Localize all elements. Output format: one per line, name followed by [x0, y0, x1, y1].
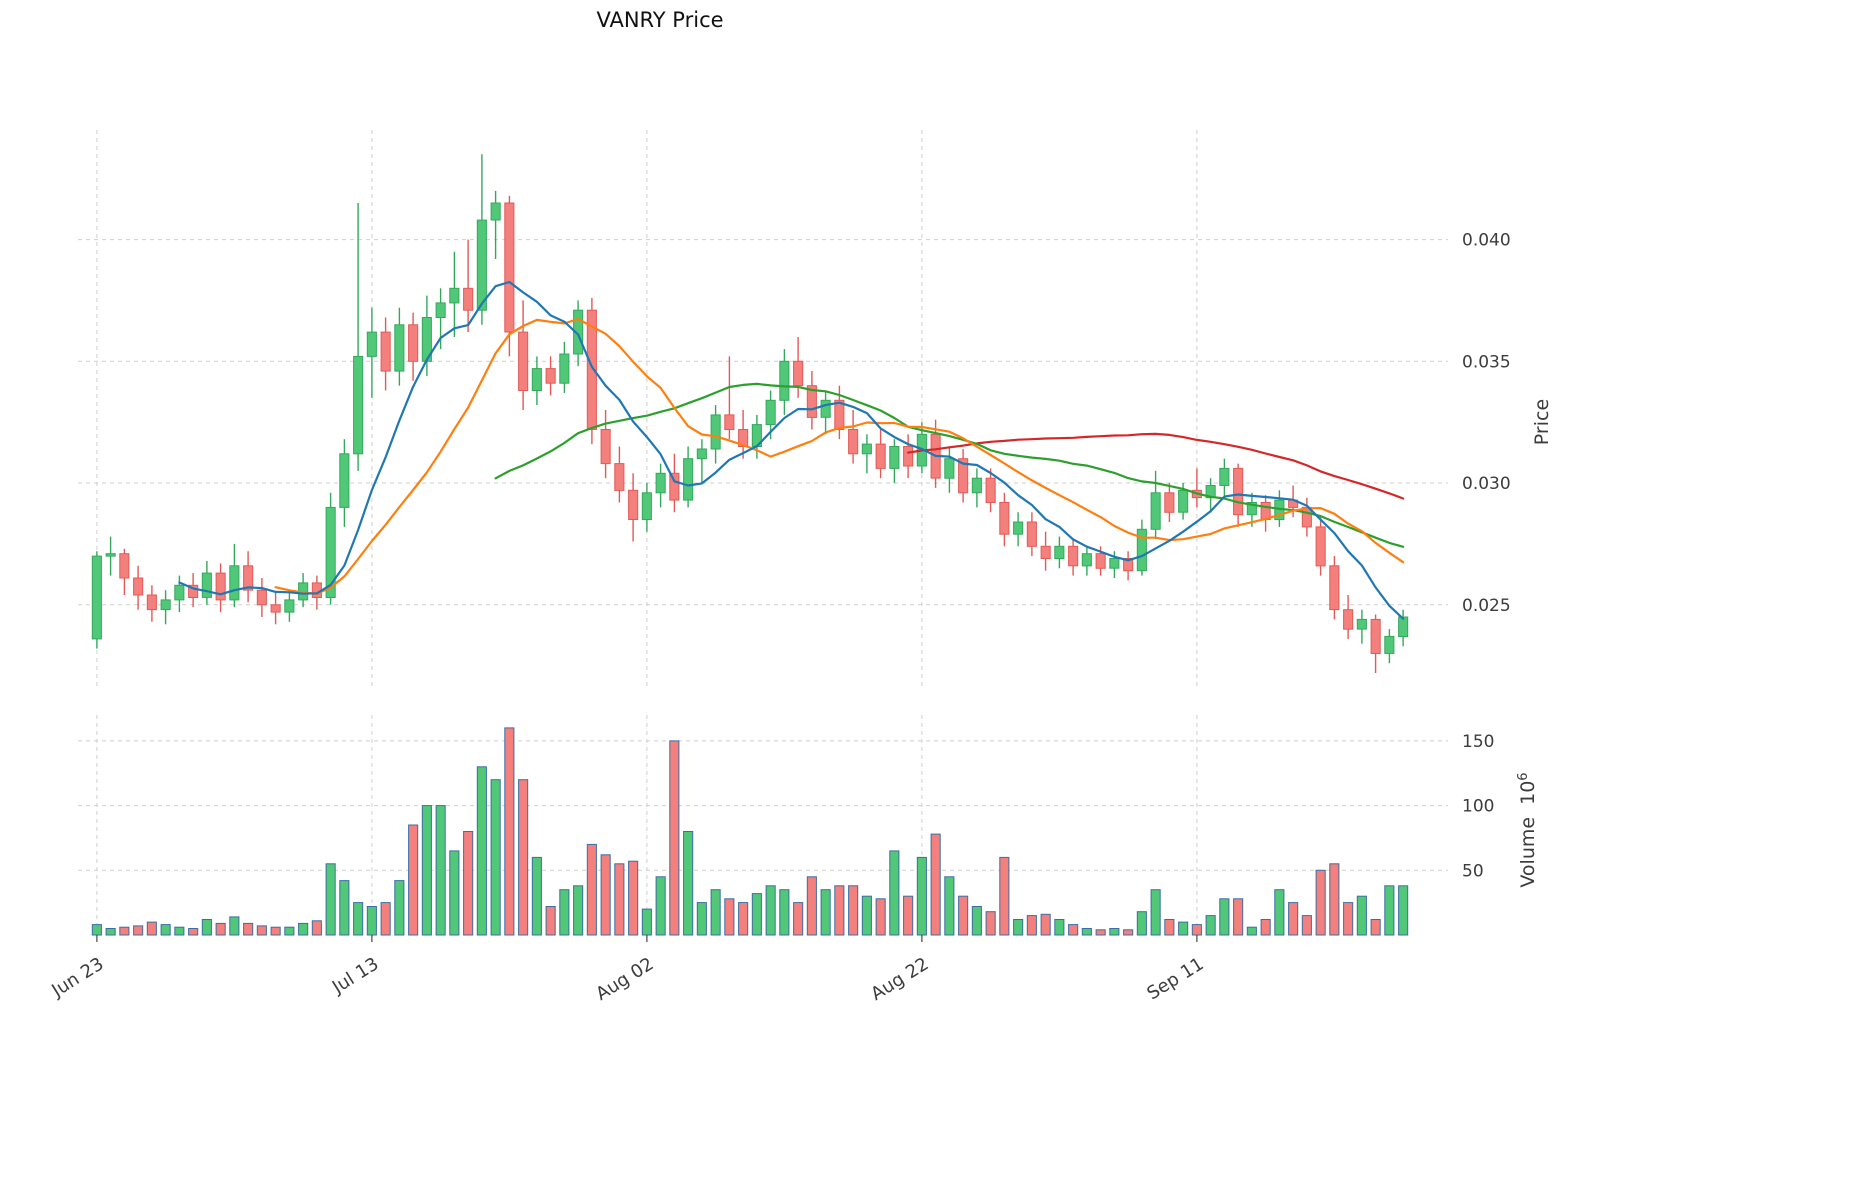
price-axis-title: Price — [1531, 399, 1553, 445]
axis-labels: 0.025 0.030 0.035 0.040 50 100 150 Jun 23 Jul 13… — [47, 231, 1553, 1005]
volume-tick-label: 50 — [1462, 861, 1484, 881]
volume-tick-label: 100 — [1462, 797, 1494, 817]
x-tick-label: Sep 11 — [1143, 953, 1207, 1004]
grid-layer — [78, 130, 1448, 935]
ma-line-MA60 — [907, 432, 1405, 500]
ma-line-MA7 — [178, 280, 1405, 620]
candles-layer — [91, 154, 1409, 673]
volume-axis-title: Volume 106 — [1516, 772, 1539, 887]
price-tick-label: 0.025 — [1462, 596, 1511, 616]
price-tick-label: 0.035 — [1462, 352, 1511, 372]
x-tick-label: Aug 02 — [592, 953, 657, 1005]
x-tick-label: Jul 13 — [328, 953, 383, 998]
ma-line-MA30 — [494, 382, 1405, 548]
chart-title: VANRY Price — [596, 8, 724, 32]
x-tick-label: Jun 23 — [47, 953, 107, 1001]
volume-bars-layer — [91, 727, 1409, 936]
volume-tick-label: 150 — [1462, 732, 1494, 752]
x-tick-label: Aug 22 — [867, 953, 932, 1005]
ma-line-MA14 — [274, 317, 1405, 595]
price-tick-label: 0.040 — [1462, 231, 1511, 251]
price-tick-label: 0.030 — [1462, 474, 1511, 494]
